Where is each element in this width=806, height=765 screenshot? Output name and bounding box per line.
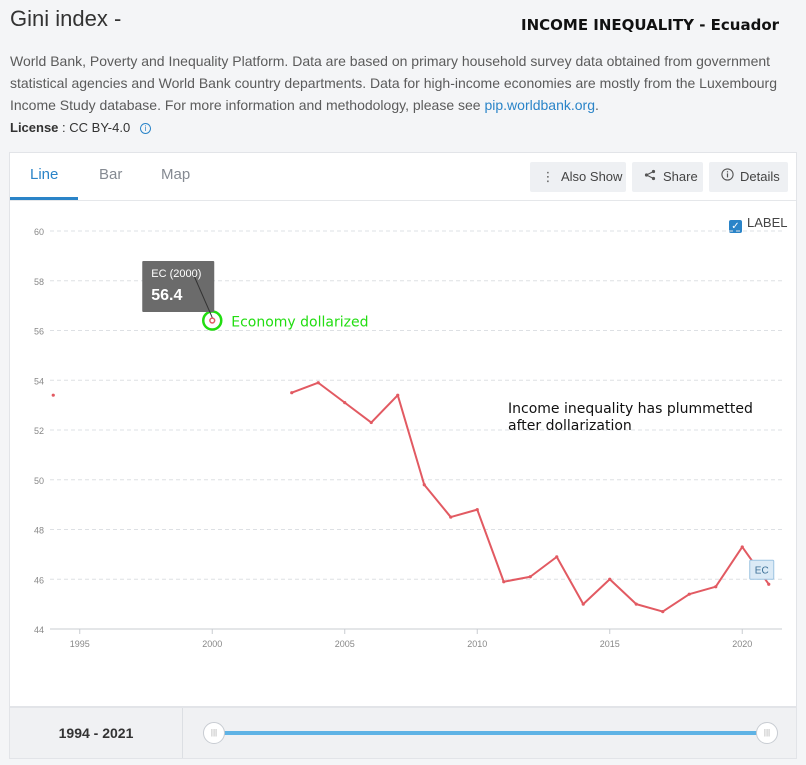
- description-end: .: [594, 97, 599, 113]
- data-point: [502, 580, 506, 584]
- details-button[interactable]: Details: [709, 162, 788, 192]
- data-point: [316, 381, 320, 385]
- data-point: [661, 609, 665, 614]
- also-show-button[interactable]: ⋮ Also Show: [530, 162, 626, 192]
- y-tick-label: 48: [34, 526, 44, 536]
- info-circle-icon: [720, 162, 734, 192]
- highlight-point: [209, 317, 216, 324]
- y-tick-label: 46: [34, 575, 44, 585]
- share-icon: [643, 162, 657, 192]
- details-label: Details: [740, 169, 780, 184]
- x-tick-label: 2000: [202, 639, 222, 649]
- data-point: [634, 602, 638, 606]
- data-point: [687, 592, 691, 596]
- share-label: Share: [663, 169, 698, 184]
- also-show-label: Also Show: [561, 169, 623, 184]
- tooltip-label: EC (2000): [151, 268, 201, 280]
- annotation-title: INCOME INEQUALITY - Ecuador: [521, 16, 780, 34]
- y-tick-label: 58: [34, 277, 44, 287]
- annotation-economy-dollarized: Economy dollarized: [231, 315, 368, 331]
- y-tick-label: 44: [34, 625, 44, 635]
- timeline-footer: 1994 - 2021 ||| |||: [9, 707, 797, 759]
- annotation-inequality-line-1: Income inequality has plummetted: [508, 401, 753, 417]
- y-tick-label: 56: [34, 327, 44, 337]
- data-point: [528, 575, 532, 579]
- data-point: [581, 602, 585, 606]
- y-tick-label: 52: [34, 426, 44, 436]
- x-tick-label: 2020: [732, 639, 752, 649]
- y-tick-label: 50: [34, 476, 44, 486]
- data-point: [714, 585, 718, 589]
- data-point: [369, 420, 373, 425]
- tooltip-box: [142, 261, 215, 312]
- data-point: [608, 577, 612, 581]
- checkbox-checked-icon: ✓: [729, 220, 742, 233]
- x-tick-label: 2005: [335, 639, 355, 649]
- data-point: [396, 393, 400, 397]
- y-tick-label: 54: [34, 376, 44, 386]
- timeline-slider-track[interactable]: [215, 731, 768, 735]
- label-toggle[interactable]: ✓ LABEL: [729, 215, 787, 233]
- x-tick-label: 2010: [467, 639, 487, 649]
- data-point: [449, 515, 453, 519]
- data-point: [290, 391, 294, 395]
- tooltip-pointer: [192, 273, 213, 318]
- tab-bar-chart[interactable]: Bar: [99, 166, 123, 183]
- description: World Bank, Poverty and Inequality Platf…: [10, 50, 780, 116]
- share-button[interactable]: Share: [632, 162, 703, 192]
- page-title: Gini index -: [10, 6, 122, 31]
- y-tick-label: 60: [34, 227, 44, 237]
- active-tab-underline: [10, 197, 78, 200]
- label-toggle-text: LABEL: [747, 215, 788, 230]
- year-range: 1994 - 2021: [10, 708, 183, 758]
- x-tick-label: 1995: [70, 639, 90, 649]
- data-point: [740, 545, 744, 549]
- data-point: [475, 508, 479, 512]
- data-point: [422, 483, 426, 487]
- x-tick-label: 2015: [600, 639, 620, 649]
- description-text: World Bank, Poverty and Inequality Platf…: [10, 53, 777, 113]
- series-end-label: EC: [755, 566, 769, 577]
- more-vertical-icon: ⋮: [541, 169, 555, 184]
- info-icon[interactable]: i: [139, 123, 151, 134]
- series-end-label-box: [749, 559, 775, 580]
- license: License : CC BY-4.0 i: [10, 120, 151, 135]
- slider-start-handle[interactable]: |||: [203, 722, 225, 744]
- slider-end-handle[interactable]: |||: [756, 722, 778, 744]
- tab-line[interactable]: Line: [30, 166, 59, 183]
- license-value: : CC BY-4.0: [62, 120, 131, 135]
- data-point: [51, 393, 55, 397]
- data-point: [767, 582, 771, 586]
- data-point: [555, 555, 559, 559]
- tooltip-value: 56.4: [151, 287, 182, 304]
- line-chart: 44 46 48 50 52 54 56 58 60 1995 2000 2005 2010 2015 20…: [34, 227, 782, 649]
- tab-bar: Line Bar Map ⋮ Also Show Share Details: [10, 153, 796, 201]
- source-link[interactable]: pip.worldbank.org: [484, 97, 595, 113]
- annotation-inequality-line-2: after dollarization: [508, 418, 632, 434]
- chart-card: Line Bar Map ⋮ Also Show Share Details ✓ L…: [9, 152, 797, 707]
- data-point: [343, 401, 347, 405]
- tab-map[interactable]: Map: [161, 166, 191, 183]
- license-label: License: [10, 120, 59, 135]
